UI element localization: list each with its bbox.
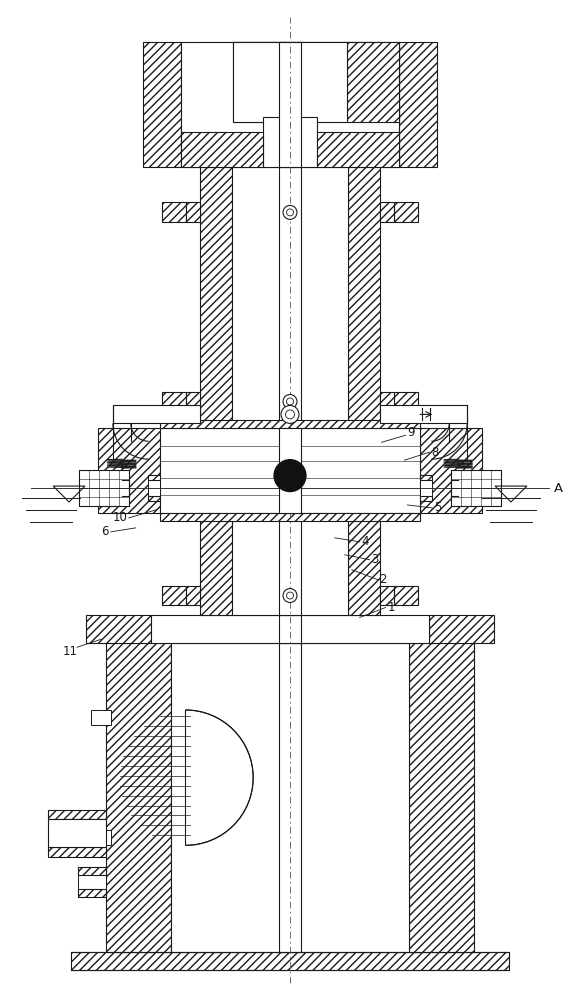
Bar (279, 42, 301, 615)
Bar (420, 475, 432, 480)
Text: 6: 6 (101, 525, 108, 538)
Bar (48, 819, 106, 847)
Bar (420, 428, 481, 513)
Bar (160, 420, 420, 428)
Bar (171, 643, 409, 952)
Bar (48, 810, 106, 819)
Bar (181, 42, 399, 167)
Bar (162, 392, 187, 411)
Bar (113, 405, 201, 423)
Bar (279, 615, 301, 643)
Text: A: A (554, 482, 563, 495)
Bar (317, 132, 399, 167)
Bar (393, 586, 418, 605)
Bar (379, 586, 393, 605)
Circle shape (283, 589, 297, 603)
Bar (48, 847, 106, 857)
Bar (348, 42, 379, 615)
Bar (99, 428, 160, 513)
Bar (151, 615, 429, 643)
Bar (78, 889, 106, 897)
Bar (143, 42, 181, 167)
Bar (279, 428, 301, 513)
Bar (160, 428, 420, 513)
Bar (148, 475, 160, 501)
Bar (71, 952, 509, 970)
Bar (263, 117, 317, 167)
Text: 3: 3 (372, 553, 379, 566)
Bar (187, 392, 201, 411)
Bar (429, 615, 494, 643)
Bar (91, 830, 111, 845)
Bar (86, 615, 151, 643)
Bar (148, 496, 160, 501)
Text: 2: 2 (379, 573, 387, 586)
Bar (162, 202, 187, 222)
Bar (106, 643, 171, 952)
Bar (393, 202, 418, 222)
Bar (379, 202, 393, 222)
Bar (148, 475, 160, 480)
Circle shape (287, 592, 293, 599)
Bar (279, 643, 301, 952)
Bar (420, 496, 432, 501)
Bar (451, 470, 501, 506)
Bar (279, 42, 301, 167)
Circle shape (285, 410, 295, 419)
Bar (78, 867, 106, 875)
Text: 1: 1 (387, 601, 395, 614)
Bar (162, 586, 187, 605)
Bar (399, 42, 437, 167)
Bar (78, 867, 106, 897)
Circle shape (281, 405, 299, 423)
Bar (379, 392, 393, 411)
Bar (181, 132, 263, 167)
Bar (91, 710, 111, 725)
Circle shape (283, 395, 297, 408)
Circle shape (274, 460, 306, 492)
Bar (187, 202, 201, 222)
Circle shape (283, 205, 297, 219)
Circle shape (287, 209, 293, 216)
Text: 11: 11 (63, 645, 78, 658)
Bar (420, 475, 432, 501)
Text: 4: 4 (362, 535, 369, 548)
Bar (160, 513, 420, 521)
Bar (233, 42, 285, 122)
Bar (79, 470, 129, 506)
Bar (393, 392, 418, 411)
Bar (232, 42, 348, 615)
Circle shape (287, 398, 293, 405)
Bar (379, 405, 467, 423)
Wedge shape (186, 710, 253, 845)
Text: 8: 8 (432, 446, 438, 459)
Text: 9: 9 (407, 426, 415, 439)
Bar (347, 42, 399, 122)
Bar (409, 643, 474, 952)
Bar (233, 42, 347, 122)
Bar (201, 42, 232, 615)
Text: 10: 10 (113, 511, 128, 524)
Text: 5: 5 (434, 501, 442, 514)
Bar (187, 586, 201, 605)
